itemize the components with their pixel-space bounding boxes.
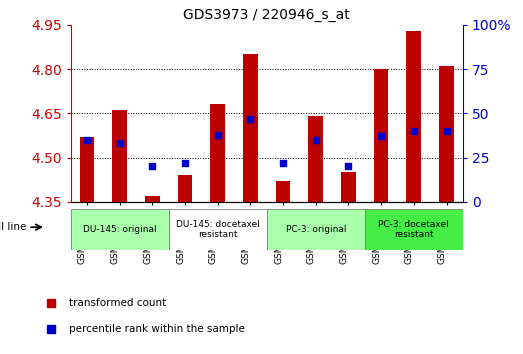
Point — [442, 128, 451, 134]
Bar — [210, 104, 225, 202]
Text: cell line: cell line — [0, 222, 27, 232]
Text: PC-3: docetaxel
resistant: PC-3: docetaxel resistant — [379, 219, 449, 239]
Bar — [439, 66, 454, 202]
Point — [246, 116, 255, 121]
Bar — [341, 172, 356, 202]
Bar — [168, 209, 267, 250]
Text: DU-145: docetaxel
resistant: DU-145: docetaxel resistant — [176, 219, 259, 239]
Bar — [267, 209, 365, 250]
Bar — [178, 175, 192, 202]
Text: PC-3: original: PC-3: original — [286, 225, 346, 234]
Point — [312, 137, 320, 143]
Bar — [374, 69, 389, 202]
Point — [410, 128, 418, 134]
Title: GDS3973 / 220946_s_at: GDS3973 / 220946_s_at — [184, 8, 350, 22]
Text: percentile rank within the sample: percentile rank within the sample — [70, 324, 245, 335]
Point — [377, 133, 385, 139]
Text: DU-145: original: DU-145: original — [83, 225, 156, 234]
Text: transformed count: transformed count — [70, 298, 167, 308]
Bar — [406, 31, 421, 202]
Bar — [276, 181, 290, 202]
Bar — [145, 196, 160, 202]
Bar — [112, 110, 127, 202]
Bar — [309, 116, 323, 202]
Point — [116, 141, 124, 146]
Bar — [79, 137, 94, 202]
Point — [148, 164, 156, 169]
Bar — [365, 209, 463, 250]
Point — [213, 132, 222, 137]
Bar — [71, 209, 168, 250]
Point — [181, 160, 189, 166]
Point — [83, 137, 91, 143]
Point — [279, 160, 287, 166]
Point — [344, 164, 353, 169]
Bar — [243, 54, 258, 202]
